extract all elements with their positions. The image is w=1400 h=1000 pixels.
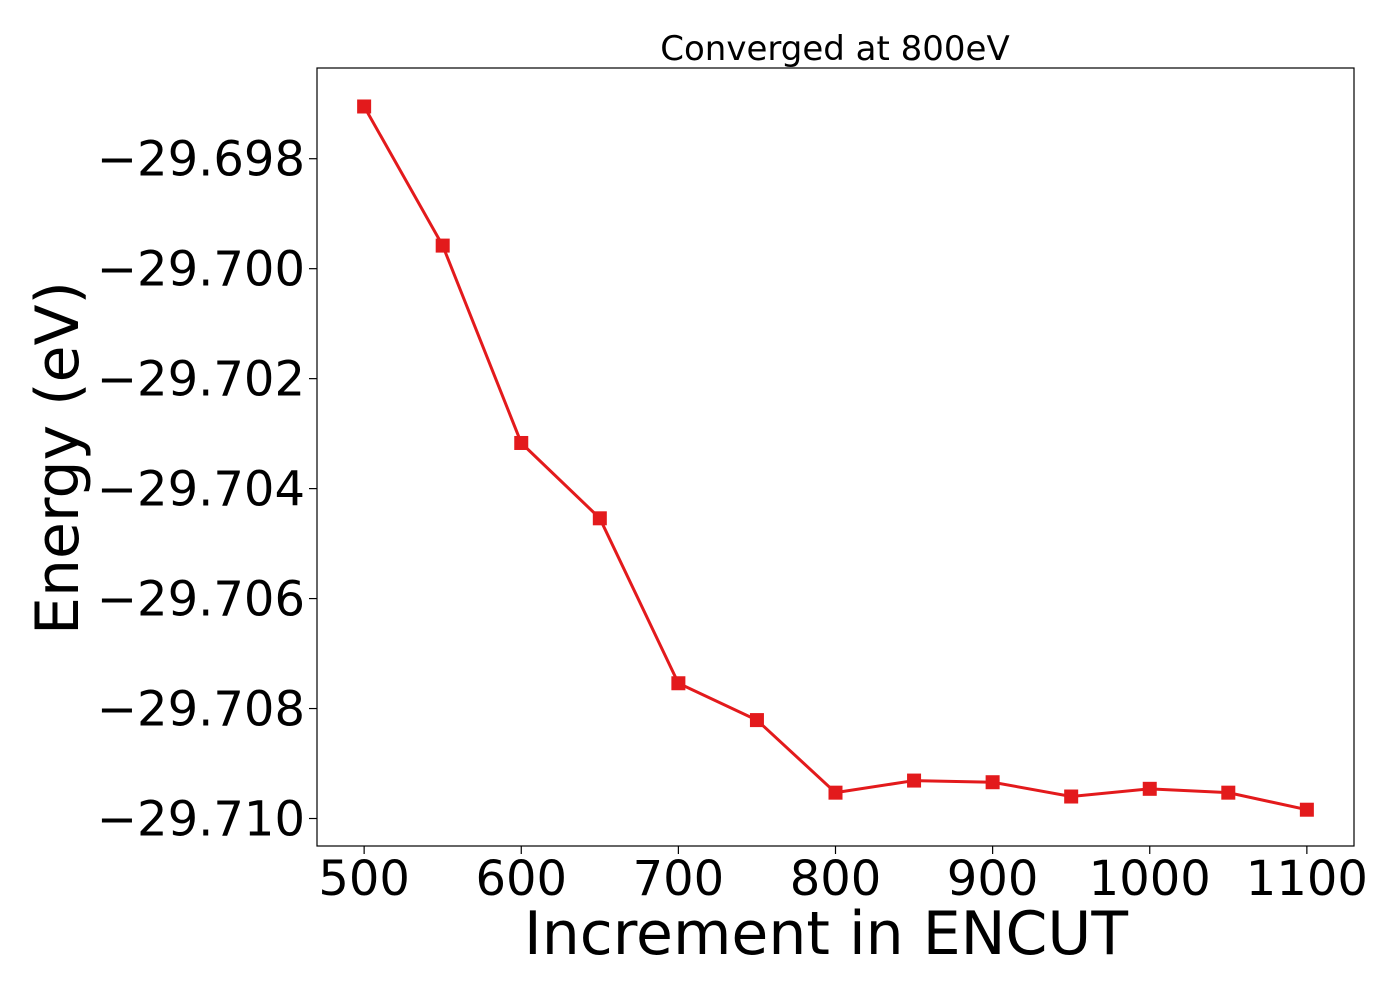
data-point-marker xyxy=(1221,785,1236,800)
y-tick-label: −29.706 xyxy=(97,572,305,628)
data-point-marker xyxy=(671,676,686,691)
y-tick-label: −29.710 xyxy=(97,792,305,848)
energy-series-line xyxy=(362,105,1308,812)
x-tick-label: 900 xyxy=(947,851,1039,907)
y-axis-ticks: −29.698 −29.700 −29.702 −29.704 −29.706 −29.7… xyxy=(97,132,317,848)
x-axis-ticks: 500 600 700 800 900 1000 1100 xyxy=(318,846,1368,907)
y-axis-label: Energy (eV) xyxy=(23,281,93,635)
y-tick-label: −29.708 xyxy=(97,682,305,738)
plot-area-frame xyxy=(316,67,1355,847)
data-point-marker xyxy=(1064,789,1079,804)
x-tick-label: 500 xyxy=(318,851,410,907)
x-tick-label: 1100 xyxy=(1246,851,1368,907)
energy-series-markers xyxy=(357,99,1314,817)
x-axis-label: Increment in ENCUT xyxy=(524,899,1128,969)
data-point-marker xyxy=(985,775,1000,790)
data-point-marker xyxy=(749,713,764,728)
x-tick-label: 800 xyxy=(790,851,882,907)
data-point-marker xyxy=(592,511,607,526)
data-point-marker xyxy=(907,773,922,788)
data-point-marker xyxy=(1299,802,1314,817)
data-point-marker xyxy=(514,435,529,450)
y-tick-label: −29.700 xyxy=(97,242,305,298)
data-point-marker xyxy=(828,785,843,800)
data-point-marker xyxy=(357,99,372,114)
data-point-marker xyxy=(1142,781,1157,796)
chart-title: Converged at 800eV xyxy=(660,29,1009,69)
x-tick-label: 600 xyxy=(475,851,567,907)
data-point-marker xyxy=(435,238,450,253)
x-tick-label: 700 xyxy=(633,851,725,907)
y-tick-label: −29.702 xyxy=(97,352,305,408)
y-tick-label: −29.698 xyxy=(97,132,305,188)
x-tick-label: 1000 xyxy=(1089,851,1211,907)
y-tick-label: −29.704 xyxy=(97,462,305,518)
